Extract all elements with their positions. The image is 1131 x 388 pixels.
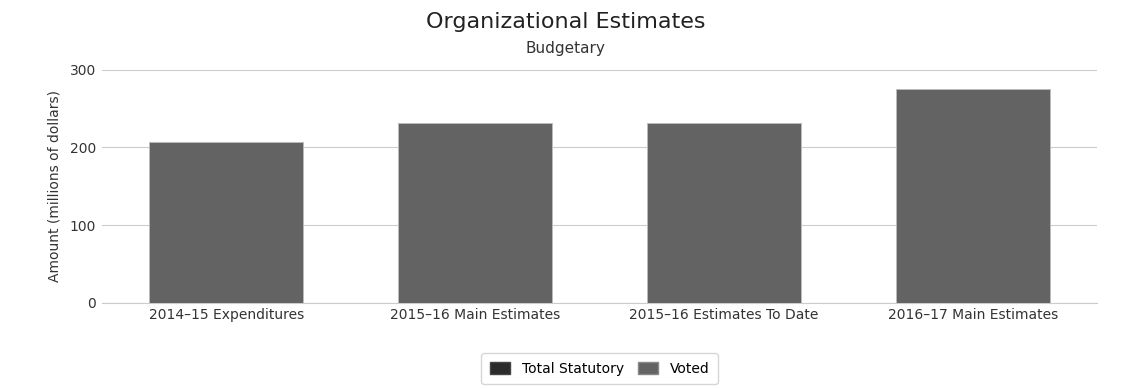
Bar bbox=[398, 123, 552, 303]
Text: Budgetary: Budgetary bbox=[526, 41, 605, 56]
Legend: Total Statutory, Voted: Total Statutory, Voted bbox=[482, 353, 717, 384]
Y-axis label: Amount (millions of dollars): Amount (millions of dollars) bbox=[48, 90, 61, 282]
Text: Organizational Estimates: Organizational Estimates bbox=[425, 12, 706, 32]
Bar bbox=[896, 89, 1050, 303]
Bar bbox=[149, 142, 303, 303]
Bar bbox=[647, 123, 801, 303]
